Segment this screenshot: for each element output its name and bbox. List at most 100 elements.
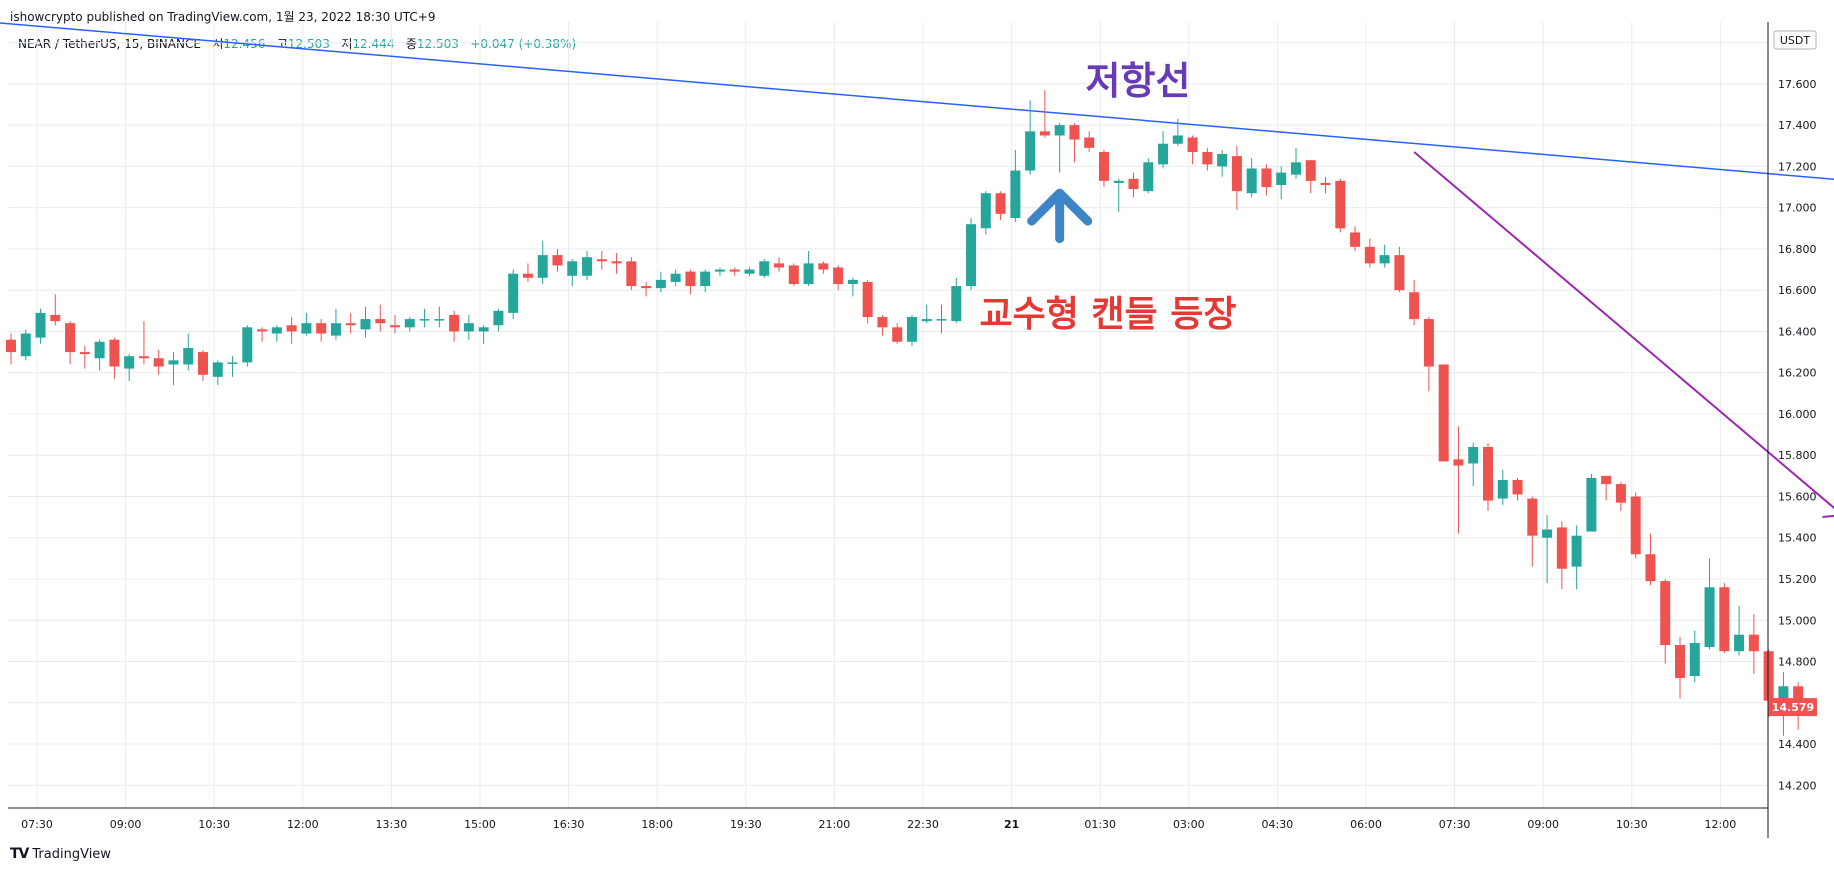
candle-body bbox=[729, 269, 740, 272]
candle-body bbox=[94, 341, 105, 359]
candle-body bbox=[892, 327, 903, 342]
candle-body bbox=[390, 325, 401, 328]
candle-body bbox=[6, 339, 16, 353]
candle-body bbox=[670, 273, 681, 282]
candle-body bbox=[611, 261, 622, 264]
candle-body bbox=[1512, 479, 1523, 495]
candle-body bbox=[1734, 634, 1745, 652]
x-tick-label: 21 bbox=[1004, 818, 1019, 831]
footer-brand[interactable]: TV TradingView bbox=[10, 846, 111, 862]
candle-body bbox=[1246, 168, 1257, 194]
candle-body bbox=[1689, 642, 1700, 676]
y-tick-label: 15.600 bbox=[1778, 490, 1817, 503]
candle-body bbox=[1630, 496, 1641, 555]
candle-body bbox=[138, 356, 149, 359]
x-tick-label: 22:30 bbox=[907, 818, 939, 831]
candle-body bbox=[1069, 125, 1080, 140]
y-tick-label: 16.200 bbox=[1778, 367, 1817, 380]
y-tick-label: 14.400 bbox=[1778, 738, 1817, 751]
y-tick-label: 15.400 bbox=[1778, 532, 1817, 545]
candle-body bbox=[1394, 255, 1405, 291]
candle-body bbox=[434, 319, 445, 321]
x-tick-label: 07:30 bbox=[21, 818, 53, 831]
candle-body bbox=[995, 193, 1006, 214]
candle-body bbox=[345, 323, 356, 326]
candle-body bbox=[921, 319, 932, 322]
candle-body bbox=[1483, 446, 1493, 501]
candle-body bbox=[1542, 529, 1553, 538]
candle-body bbox=[1778, 686, 1789, 701]
candle-body bbox=[198, 352, 209, 375]
candle-body bbox=[1128, 178, 1139, 190]
candle-body bbox=[847, 279, 858, 284]
candle-body bbox=[35, 312, 46, 338]
publisher-header: ishowcrypto published on TradingView.com… bbox=[10, 10, 436, 24]
candle-body bbox=[1113, 180, 1124, 183]
candle-body bbox=[65, 323, 76, 353]
candle-body bbox=[1571, 535, 1582, 567]
candle-body bbox=[1084, 137, 1095, 148]
candle-body bbox=[1719, 587, 1730, 652]
candle-body bbox=[478, 327, 489, 332]
candle-body bbox=[1305, 160, 1316, 181]
candle-body bbox=[626, 261, 637, 287]
last-price-tag bbox=[1769, 698, 1817, 717]
candle-body bbox=[641, 286, 652, 289]
y-tick-label: 15.200 bbox=[1778, 573, 1817, 586]
candle-body bbox=[1704, 587, 1715, 648]
x-tick-label: 04:30 bbox=[1262, 818, 1294, 831]
candle-body bbox=[700, 271, 711, 287]
high-label: 고 bbox=[276, 37, 288, 51]
candle-body bbox=[242, 327, 253, 363]
candle-body bbox=[1143, 162, 1154, 192]
x-tick-label: 01:30 bbox=[1084, 818, 1116, 831]
candle-body bbox=[1187, 137, 1198, 152]
candle-body bbox=[522, 273, 533, 278]
y-tick-label: 16.000 bbox=[1778, 408, 1817, 421]
candle-body bbox=[79, 352, 90, 355]
last-price-label: 14.579 bbox=[1772, 701, 1814, 714]
symbol-name[interactable]: NEAR / TetherUS, 15, BINANCE bbox=[18, 37, 201, 51]
candle-body bbox=[774, 263, 785, 268]
candle-body bbox=[537, 255, 548, 278]
candle-body bbox=[906, 317, 917, 342]
y-tick-label: 17.200 bbox=[1778, 160, 1817, 173]
currency-box bbox=[1773, 30, 1817, 50]
candle-body bbox=[1276, 172, 1287, 185]
candle-body bbox=[153, 358, 164, 367]
candle-body bbox=[582, 257, 593, 276]
candle-body bbox=[508, 273, 519, 313]
candle-body bbox=[803, 263, 814, 284]
candle-body bbox=[1438, 364, 1449, 462]
candle-body bbox=[20, 333, 31, 357]
candle-body bbox=[1468, 446, 1479, 464]
change-value: +0.047 (+0.38%) bbox=[470, 37, 577, 51]
candle-body bbox=[862, 281, 873, 318]
down-trend-arrow bbox=[1413, 151, 1834, 510]
candle-body bbox=[1556, 527, 1567, 569]
candle-body bbox=[271, 327, 282, 334]
candle-body bbox=[1202, 151, 1213, 165]
candle-body bbox=[1586, 477, 1597, 532]
x-tick-label: 21:00 bbox=[819, 818, 851, 831]
x-tick-label: 10:30 bbox=[1616, 818, 1648, 831]
open-label: 시 bbox=[212, 37, 224, 51]
x-tick-label: 16:30 bbox=[553, 818, 585, 831]
candle-body bbox=[1290, 162, 1301, 175]
candle-body bbox=[1261, 168, 1272, 188]
candle-body bbox=[1350, 232, 1361, 247]
chart-grid bbox=[8, 22, 1768, 808]
axes: 17.80017.60017.40017.20017.00016.80016.6… bbox=[8, 22, 1817, 838]
candle-body bbox=[1364, 246, 1375, 264]
candle-body bbox=[567, 261, 578, 276]
candle-body bbox=[788, 265, 799, 284]
candle-body bbox=[1054, 125, 1065, 136]
candle-body bbox=[404, 319, 415, 328]
candle-body bbox=[286, 325, 297, 332]
candle-body bbox=[1217, 154, 1228, 167]
candle-body bbox=[1098, 151, 1109, 181]
candle-body bbox=[1039, 131, 1050, 136]
candle-body bbox=[1172, 135, 1183, 144]
